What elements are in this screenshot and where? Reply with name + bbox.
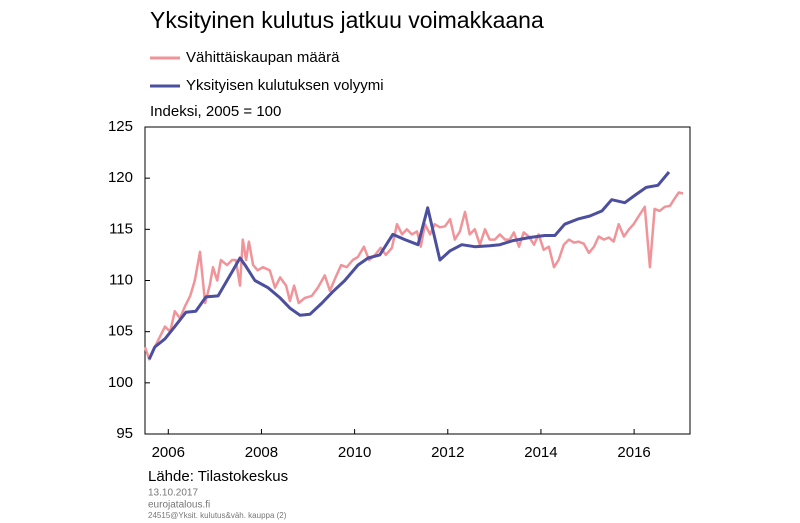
x-tick-label: 2010 xyxy=(338,444,371,461)
y-tick-label: 115 xyxy=(109,220,133,237)
y-tick-label: 125 xyxy=(108,118,133,135)
y-tick-label: 100 xyxy=(108,374,133,391)
y-tick-label: 105 xyxy=(108,323,133,340)
series-line xyxy=(147,171,671,360)
y-axis-label: Indeksi, 2005 = 100 xyxy=(150,103,281,120)
site: eurojatalous.fi xyxy=(148,500,210,511)
x-tick-label: 2008 xyxy=(245,444,278,461)
x-tick-label: 2012 xyxy=(431,444,464,461)
date: 13.10.2017 xyxy=(148,488,198,499)
legend-label: Yksityisen kulutuksen volyymi xyxy=(186,77,384,94)
y-tick-label: 95 xyxy=(116,425,133,442)
y-tick-label: 120 xyxy=(108,169,133,186)
code: 24515@Yksit. kulutus&väh. kauppa (2) xyxy=(148,511,287,520)
x-tick-label: 2006 xyxy=(152,444,185,461)
x-tick-label: 2016 xyxy=(617,444,650,461)
series-line xyxy=(143,191,684,361)
source: Lähde: Tilastokeskus xyxy=(148,468,288,485)
legend-label: Vähittäiskaupan määrä xyxy=(186,49,340,66)
chart-title: Yksityinen kulutus jatkuu voimakkaana xyxy=(150,7,544,33)
x-tick-label: 2014 xyxy=(524,444,557,461)
y-tick-label: 110 xyxy=(109,271,133,288)
